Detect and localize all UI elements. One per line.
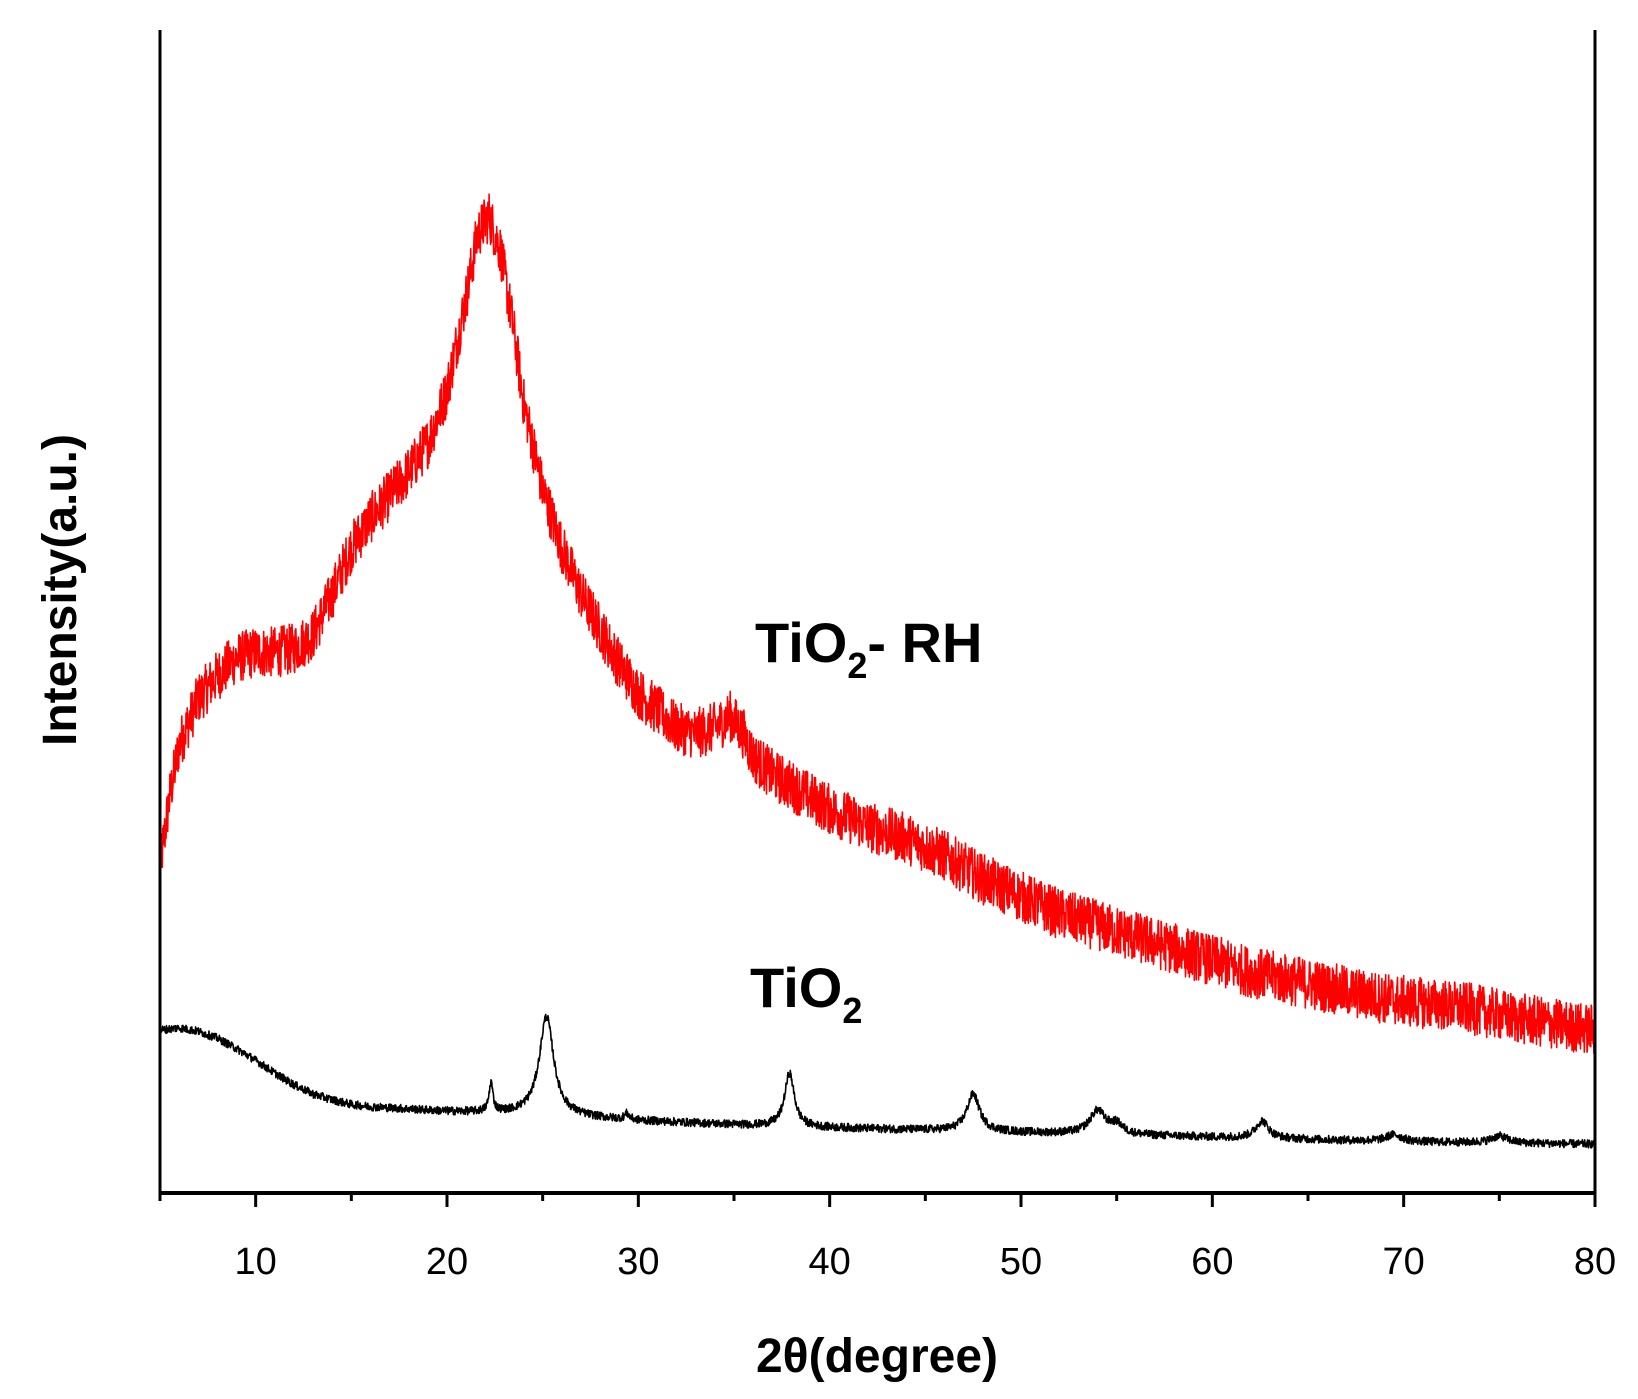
series-label-tio2: TiO2 — [750, 956, 862, 1031]
x-tick-label: 80 — [1574, 1241, 1616, 1283]
series-label-tio2-rh: TiO2- RH — [755, 611, 982, 686]
plot-lines — [159, 193, 1596, 1149]
x-axis-title: 2θ(degree) — [756, 1330, 998, 1383]
x-tick-label: 50 — [1000, 1241, 1042, 1283]
x-tick-label: 60 — [1191, 1241, 1233, 1283]
x-tick-label: 40 — [809, 1241, 851, 1283]
series-label-tio2-rh-tail: - RH — [867, 611, 982, 674]
x-tick-labels: 10 20 30 40 50 60 70 80 — [235, 1241, 1617, 1283]
x-tick-label: 10 — [235, 1241, 277, 1283]
x-tick-label: 70 — [1383, 1241, 1425, 1283]
series-label-tio2-rh-sub: 2 — [847, 645, 867, 686]
series-line-tio2-rh — [159, 193, 1596, 1054]
y-axis-title: Intensity(a.u.) — [34, 434, 87, 746]
series-label-tio2-rh-main: TiO — [755, 611, 847, 674]
x-tick-label: 30 — [617, 1241, 659, 1283]
series-label-tio2-main: TiO — [750, 956, 842, 1019]
series-label-tio2-sub: 2 — [842, 990, 862, 1031]
x-ticks — [158, 1193, 1597, 1207]
x-tick-label: 20 — [426, 1241, 468, 1283]
series-line-tio2 — [159, 1013, 1596, 1149]
